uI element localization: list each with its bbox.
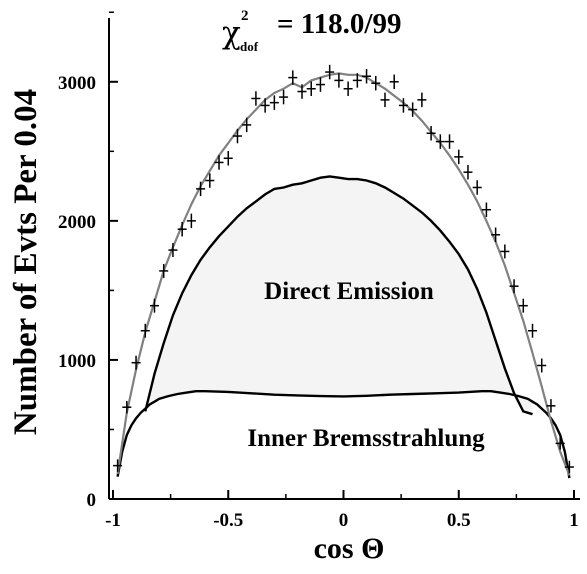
data-point	[168, 243, 178, 258]
direct-emission-series	[144, 175, 533, 416]
y-tick-label: 0	[87, 490, 97, 511]
data-point	[205, 173, 215, 188]
data-point	[528, 323, 538, 338]
data-point	[500, 244, 510, 259]
data-points-series	[113, 64, 574, 474]
data-point	[398, 98, 408, 113]
data-point	[362, 68, 372, 84]
data-point	[389, 74, 399, 90]
y-tick-label: 3000	[58, 73, 96, 94]
y-tick-label: 2000	[58, 212, 96, 233]
data-point	[564, 460, 574, 474]
inner-bremsstrahlung-curve	[116, 390, 571, 479]
x-tick-label: -1	[105, 510, 121, 531]
data-point	[113, 459, 123, 472]
data-point	[223, 151, 233, 166]
x-axis-title: cos Θ	[314, 532, 385, 565]
data-point	[371, 75, 381, 91]
chi-square-superscript: 2	[241, 8, 249, 24]
inner-bremsstrahlung-series	[116, 390, 571, 479]
chi-square-value: = 118.0/99	[277, 8, 401, 40]
data-point	[491, 227, 501, 242]
data-point	[140, 323, 150, 338]
data-point	[269, 95, 279, 110]
data-point	[546, 399, 556, 413]
data-point	[325, 64, 335, 80]
total-fit-series	[116, 72, 571, 476]
data-point	[445, 134, 455, 149]
data-point	[306, 81, 316, 96]
x-tick-label: 1	[569, 510, 579, 531]
data-point	[232, 128, 242, 144]
data-point	[435, 134, 445, 149]
data-point	[242, 117, 252, 133]
total-fit-curve	[116, 72, 571, 476]
x-axis-ticks: -1 -0.5 0 0.5 1	[105, 490, 579, 531]
data-point	[196, 181, 206, 197]
data-point	[279, 89, 289, 105]
data-point	[343, 81, 353, 96]
direct-emission-curve	[144, 175, 533, 416]
inner-bremsstrahlung-label: Inner Bremsstrahlung	[247, 425, 485, 452]
x-tick-label: -0.5	[213, 510, 243, 531]
chi-square-symbol: χ	[222, 15, 241, 51]
data-point	[352, 73, 362, 88]
data-point	[472, 180, 482, 195]
data-point	[334, 73, 344, 88]
data-point	[454, 149, 464, 165]
data-point	[149, 298, 159, 313]
chi-square-subscript: dof	[240, 39, 259, 54]
data-point	[509, 279, 519, 294]
data-point	[537, 358, 547, 373]
data-point	[159, 263, 169, 278]
data-point	[417, 92, 427, 108]
y-tick-label: 1000	[58, 351, 96, 372]
data-point	[186, 213, 196, 229]
data-point	[380, 92, 390, 108]
y-axis-ticks: 0 1000 2000 3000	[58, 11, 118, 511]
data-point	[260, 98, 270, 113]
data-point	[214, 155, 224, 170]
direct-emission-area	[145, 176, 533, 415]
data-point	[177, 221, 187, 237]
data-point	[288, 70, 298, 85]
x-tick-label: 0.5	[447, 510, 471, 531]
data-point	[315, 77, 325, 92]
x-tick-label: 0	[339, 510, 349, 531]
data-point	[408, 102, 418, 117]
data-point	[555, 437, 565, 450]
direct-emission-label: Direct Emission	[264, 278, 434, 305]
data-point	[131, 355, 141, 370]
data-point	[518, 298, 528, 313]
data-point	[297, 84, 307, 99]
data-point	[463, 164, 473, 180]
data-point	[481, 202, 491, 217]
data-point	[122, 400, 132, 414]
data-point	[251, 91, 261, 106]
y-axis-title: Number of Evts Per 0.04	[8, 89, 44, 435]
data-point	[426, 126, 436, 141]
